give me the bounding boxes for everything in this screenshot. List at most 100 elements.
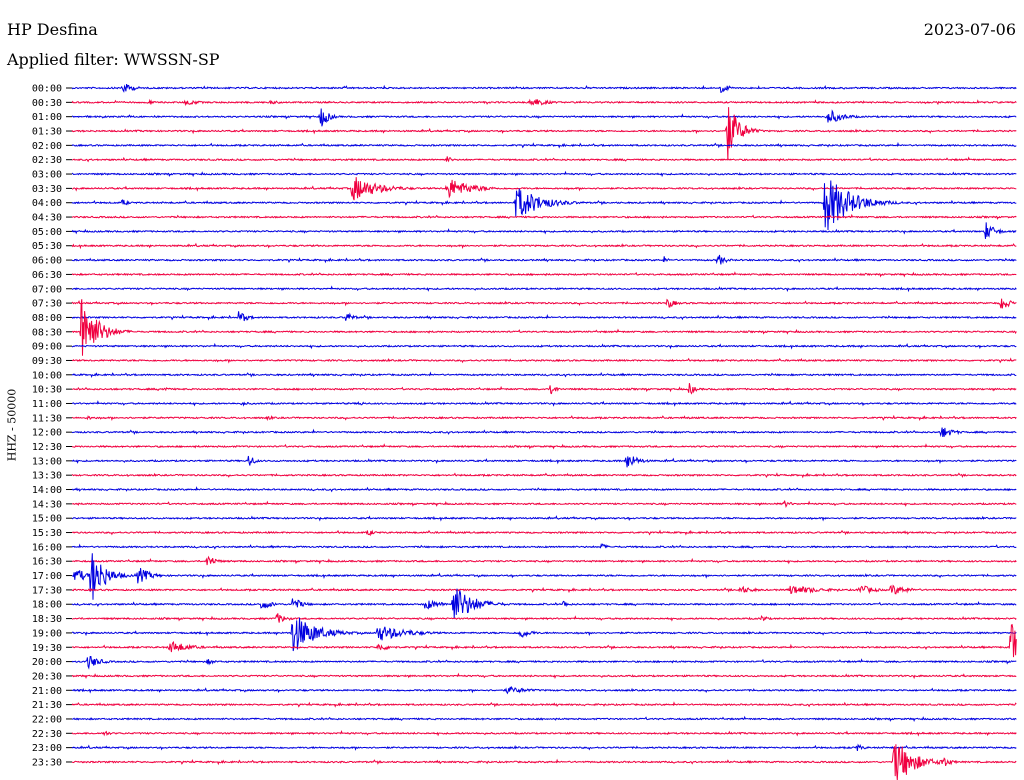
time-label: 13:00 bbox=[32, 456, 62, 467]
trace-line bbox=[71, 156, 1017, 163]
trace-line bbox=[71, 254, 1017, 265]
trace-line bbox=[71, 107, 1017, 161]
time-label: 08:30 bbox=[32, 327, 62, 338]
time-label: 03:30 bbox=[32, 184, 62, 195]
time-label: 00:30 bbox=[32, 98, 62, 109]
trace-line bbox=[71, 656, 1017, 670]
time-label: 11:00 bbox=[32, 399, 62, 410]
time-label: 21:30 bbox=[32, 700, 62, 711]
time-label: 18:30 bbox=[32, 614, 62, 625]
trace-line bbox=[71, 357, 1017, 364]
time-label: 05:00 bbox=[32, 227, 62, 238]
trace-line bbox=[71, 617, 1017, 652]
trace-line bbox=[71, 472, 1017, 479]
trace-line bbox=[71, 588, 1017, 619]
time-label: 00:00 bbox=[32, 84, 62, 95]
trace-line bbox=[71, 743, 1017, 751]
time-label: 02:30 bbox=[32, 155, 62, 166]
trace-line bbox=[71, 730, 1017, 737]
time-label: 09:30 bbox=[32, 356, 62, 367]
time-label: 16:30 bbox=[32, 557, 62, 568]
time-label: 05:30 bbox=[32, 241, 62, 252]
time-label: 12:00 bbox=[32, 428, 62, 439]
trace-line bbox=[71, 383, 1017, 395]
time-label: 21:00 bbox=[32, 686, 62, 697]
time-label: 07:30 bbox=[32, 299, 62, 310]
time-label: 06:00 bbox=[32, 256, 62, 267]
trace-line bbox=[71, 672, 1017, 680]
trace-line bbox=[71, 542, 1017, 550]
time-label: 13:30 bbox=[32, 471, 62, 482]
time-label: 01:00 bbox=[32, 112, 62, 123]
trace-line bbox=[71, 623, 1017, 658]
station-name: HP Desfina bbox=[7, 20, 98, 39]
time-label: 14:30 bbox=[32, 499, 62, 510]
trace-line bbox=[71, 98, 1017, 107]
time-label: 17:30 bbox=[32, 585, 62, 596]
trace-line bbox=[71, 108, 1017, 127]
trace-line bbox=[71, 141, 1017, 149]
trace-line bbox=[71, 529, 1017, 537]
time-label: 23:00 bbox=[32, 743, 62, 754]
time-label: 22:30 bbox=[32, 729, 62, 740]
trace-line bbox=[71, 486, 1017, 493]
time-label: 20:00 bbox=[32, 657, 62, 668]
trace-line bbox=[71, 701, 1017, 708]
trace-line bbox=[71, 342, 1017, 350]
time-label: 01:30 bbox=[32, 127, 62, 138]
trace-line bbox=[71, 613, 1017, 623]
time-label: 15:00 bbox=[32, 514, 62, 525]
trace-line bbox=[72, 170, 1017, 178]
time-label: 19:30 bbox=[32, 643, 62, 654]
time-label: 03:00 bbox=[32, 170, 62, 181]
time-label: 04:30 bbox=[32, 213, 62, 224]
trace-line bbox=[71, 299, 1017, 356]
trace-line bbox=[71, 455, 1017, 468]
time-label: 04:00 bbox=[32, 198, 62, 209]
recording-date: 2023-07-06 bbox=[923, 20, 1016, 39]
time-label: 16:00 bbox=[32, 542, 62, 553]
trace-line bbox=[71, 685, 1017, 695]
trace-line bbox=[71, 555, 1017, 566]
trace-line bbox=[71, 180, 1017, 231]
time-label: 02:00 bbox=[32, 141, 62, 152]
time-label: 10:30 bbox=[32, 385, 62, 396]
trace-line bbox=[71, 400, 1017, 407]
time-label: 12:30 bbox=[32, 442, 62, 453]
time-label: 15:30 bbox=[32, 528, 62, 539]
time-label: 14:00 bbox=[32, 485, 62, 496]
trace-line bbox=[71, 311, 1017, 322]
trace-line bbox=[71, 443, 1017, 450]
trace-line bbox=[71, 500, 1017, 509]
time-label: 23:30 bbox=[32, 757, 62, 768]
applied-filter: Applied filter: WWSSN-SP bbox=[7, 50, 220, 69]
trace-line bbox=[71, 213, 1017, 220]
time-label: 20:30 bbox=[32, 671, 62, 682]
trace-line bbox=[71, 427, 1017, 438]
time-label: 17:00 bbox=[32, 571, 62, 582]
trace-line bbox=[72, 177, 1017, 201]
trace-line bbox=[71, 242, 1017, 250]
time-label: 06:30 bbox=[32, 270, 62, 281]
trace-line bbox=[72, 744, 1017, 780]
time-label: 07:00 bbox=[32, 284, 62, 295]
time-label: 19:00 bbox=[32, 628, 62, 639]
trace-line bbox=[71, 371, 1017, 378]
time-label: 10:00 bbox=[32, 370, 62, 381]
time-label: 09:00 bbox=[32, 342, 62, 353]
trace-line bbox=[71, 584, 1017, 595]
time-label: 11:30 bbox=[32, 413, 62, 424]
trace-line bbox=[71, 553, 1017, 600]
time-label: 18:00 bbox=[32, 600, 62, 611]
trace-line bbox=[71, 271, 1017, 278]
trace-line bbox=[72, 715, 1017, 722]
time-label: 22:00 bbox=[32, 714, 62, 725]
trace-line bbox=[71, 414, 1017, 422]
trace-line bbox=[71, 222, 1017, 239]
time-label: 08:00 bbox=[32, 313, 62, 324]
trace-line bbox=[71, 515, 1017, 522]
trace-line bbox=[71, 298, 1017, 309]
trace-line bbox=[71, 285, 1017, 293]
trace-line bbox=[71, 83, 1017, 93]
